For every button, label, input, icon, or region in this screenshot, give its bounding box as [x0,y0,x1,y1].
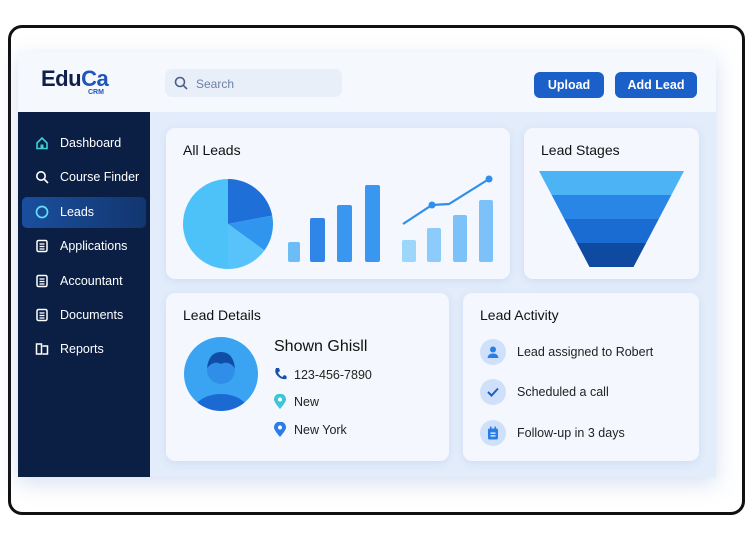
pie-slice [228,179,273,224]
lead-location: New York [294,423,347,437]
lead-details-card: Lead Details Shown Ghisll 123-456-7890 N… [166,293,449,461]
activity-text: Follow-up in 3 days [517,426,625,440]
logo-sub: CRM [88,89,104,96]
sidebar-item-dashboard[interactable]: Dashboard [22,128,146,159]
sidebar-item-reports[interactable]: Reports [22,334,146,365]
logo-accent: Ca [81,66,109,91]
activity-item: Scheduled a call [480,379,690,405]
phone-number: 123-456-7890 [294,368,372,382]
sidebar-item-accountant[interactable]: Accountant [22,266,146,297]
search-input[interactable]: Search [165,69,342,97]
lead-stages-funnel [539,171,684,267]
bar [427,228,441,262]
sidebar-item-label: Reports [60,342,104,356]
logo-text: Edu [41,66,82,91]
funnel-stage [576,243,647,267]
sidebar: Dashboard Course Finder Leads Applications A… [18,112,150,477]
calendar-icon [488,426,498,440]
funnel-stage [564,219,659,243]
sidebar-item-leads[interactable]: Leads [22,197,146,228]
all-leads-charts [183,175,493,269]
upload-button[interactable]: Upload [534,72,604,98]
activity-item: Lead assigned to Robert [480,339,690,365]
location-pin-icon [274,422,286,437]
sidebar-item-label: Leads [60,205,95,219]
sidebar-item-label: Course Finder [60,170,140,184]
location-pin-icon [274,394,286,409]
sidebar-item-label: Accountant [60,274,123,288]
card-title: Lead Details [183,307,261,323]
search-icon [36,171,49,184]
card-title: All Leads [183,142,241,158]
lead-status: New [294,395,320,409]
header: EduCa CRM Search Upload Add Lead [18,52,716,112]
logo: EduCa [41,66,109,92]
pie-slice [228,224,265,269]
check-icon [487,387,499,397]
sidebar-item-documents[interactable]: Documents [22,300,146,331]
search-icon [174,76,188,90]
book-icon [35,343,49,355]
search-placeholder: Search [196,77,235,91]
funnel-stage [539,171,684,195]
bar [365,185,380,262]
avatar [184,337,258,411]
bar [402,240,416,262]
sidebar-item-label: Applications [60,239,128,253]
activity-text: Lead assigned to Robert [517,345,654,359]
lead-stages-card: Lead Stages [524,128,699,279]
circle-icon [35,205,49,219]
bar [453,215,467,262]
bar [337,205,352,262]
card-title: Lead Stages [541,142,620,158]
bar [288,242,300,262]
document-icon [36,239,48,253]
bar [479,200,493,262]
sidebar-item-applications[interactable]: Applications [22,231,146,262]
user-icon [487,346,499,358]
pie-slice [228,215,273,251]
sidebar-item-label: Documents [60,308,124,322]
lead-activity-card: Lead Activity Lead assigned to Robert Sc… [463,293,699,461]
bar [310,218,325,262]
sidebar-item-course-finder[interactable]: Course Finder [22,162,146,193]
trend-line [402,178,490,225]
crm-app: EduCa CRM Search Upload Add Lead Dashboa… [18,52,716,477]
card-title: Lead Activity [480,307,559,323]
trend-point [428,201,436,209]
trend-point [485,175,493,183]
all-leads-card: All Leads [166,128,510,279]
funnel-stage [551,195,672,219]
activity-text: Scheduled a call [517,385,609,399]
phone-icon [275,368,287,380]
pie-slice [183,179,228,269]
lead-name: Shown Ghisll [274,338,368,355]
sidebar-item-label: Dashboard [60,136,122,150]
document-icon [36,274,48,288]
activity-item: Follow-up in 3 days [480,420,690,446]
add-lead-button[interactable]: Add Lead [615,72,697,98]
home-icon [36,136,48,150]
document-icon [36,308,48,322]
